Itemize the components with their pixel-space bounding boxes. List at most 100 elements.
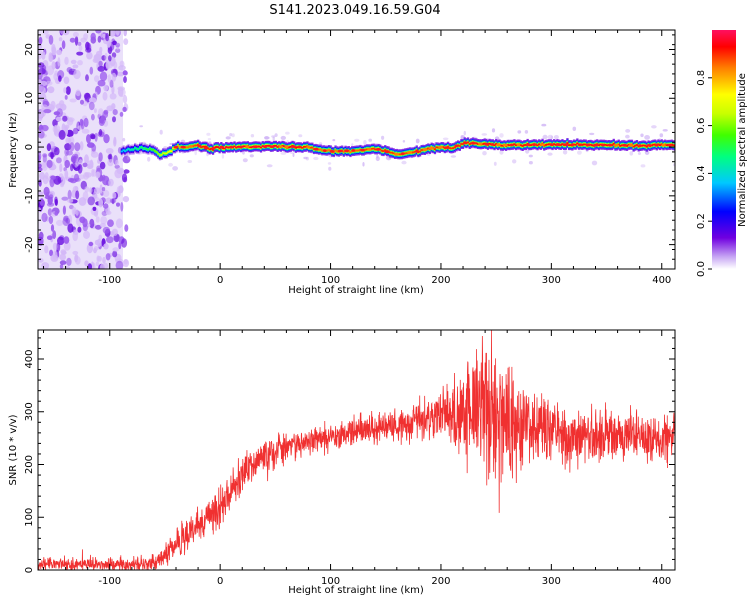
- noise-speckle: [38, 95, 43, 100]
- ridge-speckle: [274, 133, 278, 138]
- ridge-core: [168, 150, 172, 153]
- ridge-core: [566, 142, 569, 144]
- ridge-peak: [667, 143, 673, 147]
- ridge-speckle: [524, 130, 529, 134]
- noise-speckle: [38, 191, 44, 196]
- noise-speckle: [91, 144, 97, 152]
- ridge-core: [326, 149, 329, 152]
- ridge-core: [569, 144, 572, 146]
- ridge-core: [435, 146, 438, 149]
- noise-speckle: [74, 35, 79, 46]
- noise-speckle: [98, 60, 103, 67]
- noise-speckle: [116, 71, 125, 77]
- noise-speckle: [59, 163, 63, 173]
- ridge-core: [203, 145, 206, 148]
- noise-speckle: [65, 86, 71, 95]
- ridge-peak: [422, 148, 428, 152]
- noise-speckle: [70, 163, 74, 172]
- ridge-speckle: [351, 143, 354, 147]
- ridge-peak: [444, 146, 450, 150]
- noise-speckle: [85, 74, 89, 82]
- ridge-speckle: [327, 162, 332, 165]
- noise-speckle: [104, 52, 108, 62]
- noise-speckle: [89, 187, 93, 194]
- noise-speckle: [67, 198, 74, 203]
- noise-speckle: [91, 168, 95, 177]
- ridge-core: [135, 148, 138, 150]
- ridge-speckle: [207, 138, 212, 141]
- ridge-core: [452, 147, 455, 149]
- noise-speckle: [84, 186, 90, 193]
- y-tick-label: 100: [24, 508, 35, 527]
- ridge-core: [301, 146, 304, 149]
- noise-speckle: [92, 262, 96, 269]
- snr-frame: [37, 329, 676, 571]
- y-tick-label: 0: [24, 144, 35, 150]
- ridge-speckle: [168, 162, 174, 167]
- noise-speckle: [54, 147, 60, 156]
- noise-speckle: [90, 32, 96, 41]
- noise-speckle: [63, 76, 70, 85]
- noise-speckle: [38, 130, 45, 139]
- ridge-speckle: [303, 156, 308, 160]
- ridge-peak: [539, 143, 546, 147]
- ridge-peak: [313, 147, 319, 151]
- noise-speckle: [109, 79, 114, 88]
- noise-speckle: [39, 172, 45, 180]
- noise-speckle: [46, 235, 53, 240]
- ridge-core: [567, 144, 571, 146]
- ridge-core: [201, 145, 205, 148]
- snr-y-label: SNR (10 * v/v): [8, 414, 19, 485]
- ridge-peak: [438, 145, 443, 149]
- ridge-speckle: [328, 166, 332, 171]
- ridge-core: [672, 144, 675, 147]
- noise-speckle: [50, 100, 56, 110]
- noise-speckle: [72, 31, 79, 38]
- ridge-core: [167, 151, 170, 153]
- ridge-core: [160, 153, 163, 156]
- noise-speckle: [97, 79, 106, 87]
- ridge-core: [342, 150, 345, 153]
- noise-speckle: [66, 117, 74, 126]
- noise-speckle: [57, 57, 61, 67]
- ridge-core: [536, 144, 539, 147]
- noise-speckle: [64, 95, 68, 100]
- noise-speckle: [93, 108, 97, 113]
- ridge-core: [147, 148, 150, 151]
- ridge-core: [266, 144, 269, 147]
- noise-speckle: [89, 159, 94, 167]
- y-tick-label: 400: [24, 349, 35, 368]
- noise-speckle: [113, 138, 117, 147]
- ridge-core: [158, 154, 162, 157]
- noise-speckle: [115, 218, 123, 229]
- ridge-core: [261, 145, 264, 147]
- ridge-core: [599, 143, 602, 146]
- noise-speckle: [58, 129, 66, 140]
- noise-speckle: [122, 259, 130, 268]
- ridge-core: [334, 149, 337, 152]
- ridge-peak: [180, 145, 186, 149]
- noise-speckle: [105, 60, 111, 70]
- ridge-peak: [278, 145, 283, 149]
- ridge-core: [149, 147, 152, 150]
- ridge-speckle: [512, 159, 517, 164]
- ridge-speckle: [415, 138, 420, 144]
- noise-speckle: [50, 175, 56, 180]
- ridge-peak: [219, 145, 225, 149]
- ridge-core: [442, 146, 445, 148]
- ridge-core: [218, 147, 221, 150]
- ridge-core: [632, 145, 635, 148]
- noise-speckle: [94, 239, 100, 246]
- ridge-peak: [454, 144, 459, 148]
- noise-speckle: [102, 256, 106, 264]
- noise-speckle: [52, 242, 58, 251]
- noise-speckle: [72, 209, 77, 215]
- ridge-core: [673, 144, 675, 147]
- noise-speckle: [108, 55, 112, 62]
- ridge-core: [501, 144, 504, 147]
- noise-speckle: [103, 134, 110, 144]
- colorbar-ticks: 0.0 0.2 0.4 0.6 0.8: [696, 70, 712, 277]
- ridge-core: [210, 147, 213, 150]
- ridge-peak: [375, 148, 381, 151]
- noise-speckle: [105, 32, 110, 42]
